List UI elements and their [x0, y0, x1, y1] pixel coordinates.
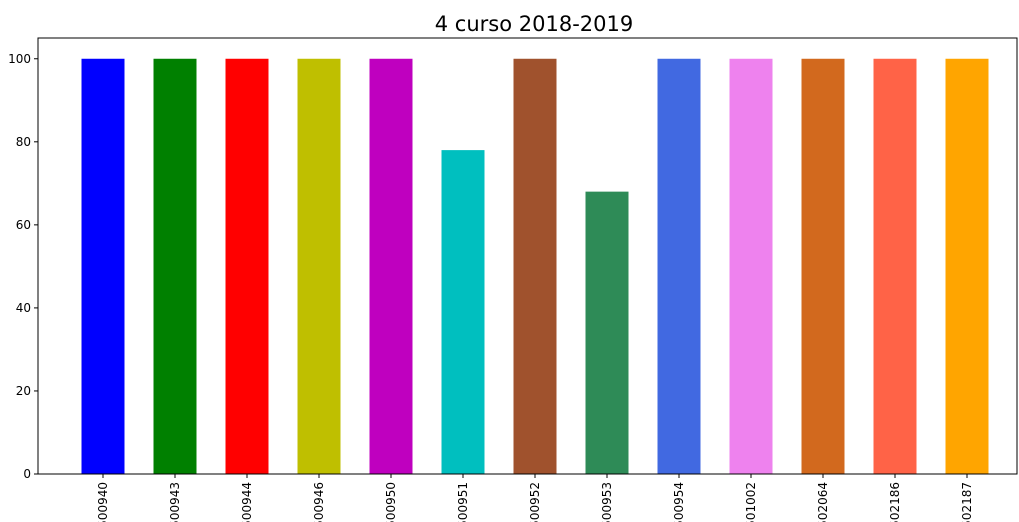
- x-axis: 500940 500943 500944 500946 500950 500951 5009…: [96, 474, 974, 522]
- x-tick-label: 501002: [744, 482, 758, 522]
- plot-frame: [37, 37, 1018, 475]
- x-tick-label: 500946: [312, 482, 326, 522]
- x-tick-label: 500953: [600, 482, 614, 522]
- y-tick-label: 80: [16, 135, 31, 149]
- x-tick-label: 500943: [168, 482, 182, 522]
- y-axis: 0 20 40 60 80 100: [8, 52, 38, 481]
- y-tick-label: 20: [16, 384, 31, 398]
- bar-502186: [873, 58, 917, 475]
- bar-500940: [81, 58, 125, 475]
- bar-502187: [945, 58, 989, 475]
- y-tick-label: 60: [16, 218, 31, 232]
- x-tick-label: 502186: [888, 482, 902, 522]
- bar-500953: [585, 191, 629, 474]
- x-tick-label: 500951: [456, 482, 470, 522]
- y-tick-label: 0: [23, 467, 31, 481]
- y-tick-label: 40: [16, 301, 31, 315]
- x-tick-label: 500950: [384, 482, 398, 522]
- y-tick-label: 100: [8, 52, 31, 66]
- chart-title: 4 curso 2018-2019: [435, 12, 633, 36]
- x-tick-label: 500944: [240, 482, 254, 522]
- x-tick-label: 502064: [816, 482, 830, 522]
- bar-500950: [369, 58, 413, 475]
- bar-500943: [153, 58, 197, 475]
- x-tick-label: 502187: [960, 482, 974, 522]
- bar-500952: [513, 58, 557, 475]
- x-tick-label: 500952: [528, 482, 542, 522]
- x-tick-label: 500940: [96, 482, 110, 522]
- bar-500946: [297, 58, 341, 475]
- bar-500951: [441, 150, 485, 474]
- bar-500944: [225, 58, 269, 475]
- bar-500954: [657, 58, 701, 475]
- bar-502064: [801, 58, 845, 475]
- x-tick-label: 500954: [672, 482, 686, 522]
- bar-501002: [729, 58, 773, 475]
- bars-group: [81, 58, 989, 475]
